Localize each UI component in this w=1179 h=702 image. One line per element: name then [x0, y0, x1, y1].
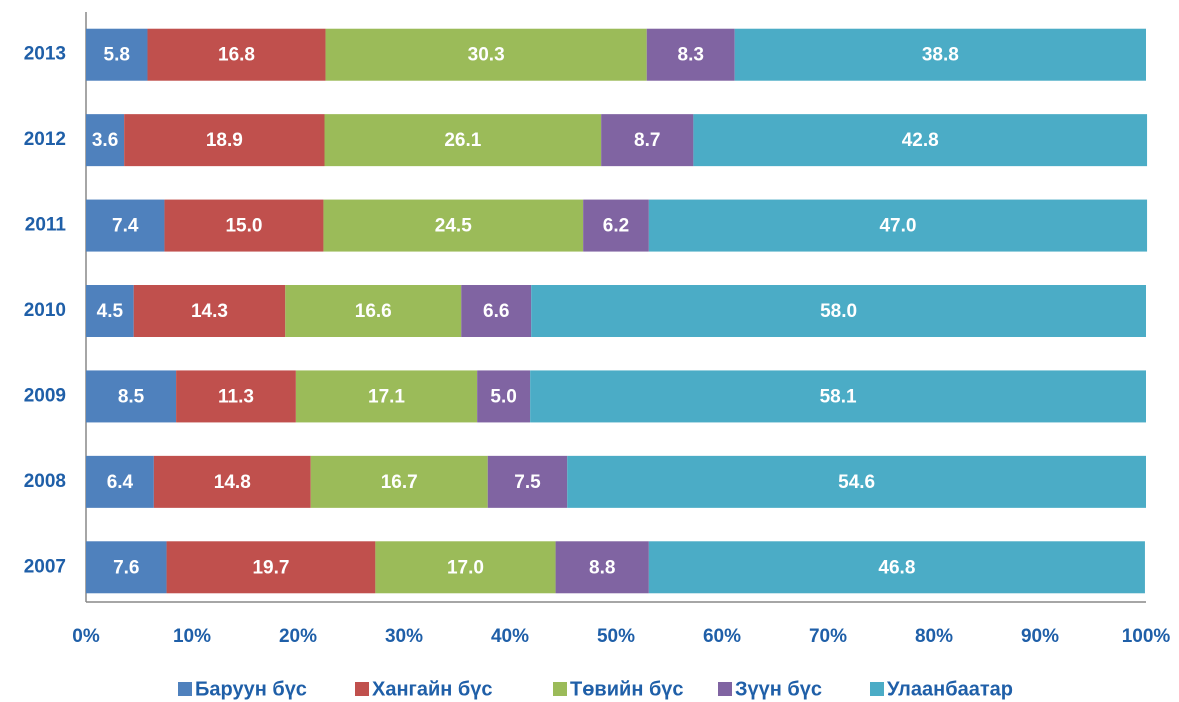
bar-segment [124, 114, 325, 167]
data-label: 5.0 [490, 386, 516, 407]
x-tick-label: 80% [915, 626, 953, 647]
y-tick-label: 2013 [24, 44, 66, 65]
data-label: 17.1 [368, 386, 405, 407]
bar-segment [583, 199, 649, 252]
data-label: 46.8 [878, 557, 915, 578]
bar-segment [325, 28, 647, 81]
bar-segment [147, 28, 326, 81]
data-label: 26.1 [444, 130, 481, 151]
data-label: 24.5 [435, 216, 472, 237]
data-label: 15.0 [225, 216, 262, 237]
legend-swatch [553, 682, 567, 696]
data-label: 6.4 [107, 472, 134, 493]
bar-segment [734, 28, 1146, 81]
x-tick-label: 60% [703, 626, 741, 647]
data-label: 4.5 [97, 301, 124, 322]
data-label: 6.6 [483, 301, 509, 322]
data-label: 6.2 [603, 216, 629, 237]
data-label: 5.8 [104, 45, 130, 66]
bar-segment [86, 114, 125, 167]
data-label: 16.7 [381, 472, 418, 493]
y-tick-label: 2010 [24, 300, 66, 321]
bar-segment [310, 455, 488, 508]
x-tick-label: 100% [1122, 626, 1171, 647]
data-label: 18.9 [206, 130, 243, 151]
legend-swatch [870, 682, 884, 696]
data-label: 14.3 [191, 301, 228, 322]
bar-segment [555, 541, 649, 594]
y-tick-label: 2011 [25, 215, 67, 236]
bar-segment [153, 455, 311, 508]
bar-segment [323, 199, 584, 252]
bar-segment [164, 199, 324, 252]
bar-segment [487, 455, 568, 508]
data-label: 19.7 [252, 557, 289, 578]
data-label: 8.5 [118, 386, 145, 407]
bar-segment [531, 285, 1146, 337]
legend-label: Зүүн бүс [735, 678, 822, 700]
bar-segment [693, 114, 1148, 167]
y-tick-label: 2009 [24, 385, 66, 406]
y-tick-label: 2007 [24, 556, 66, 577]
data-label: 7.6 [113, 557, 139, 578]
bar-segment [648, 199, 1148, 252]
legend-label: Баруун бүс [195, 678, 307, 700]
x-tick-label: 50% [597, 626, 635, 647]
x-tick-label: 10% [173, 626, 211, 647]
data-label: 47.0 [879, 216, 916, 237]
data-label: 58.0 [820, 301, 857, 322]
x-tick-label: 40% [491, 626, 529, 647]
bar-segment [530, 370, 1146, 423]
legend-swatch [178, 682, 192, 696]
bar-segment [86, 199, 165, 252]
x-tick-label: 90% [1021, 626, 1059, 647]
bar-segment [285, 285, 462, 337]
data-label: 54.6 [838, 472, 875, 493]
data-label: 17.0 [447, 557, 484, 578]
data-label: 8.7 [634, 130, 660, 151]
data-label: 11.3 [218, 386, 254, 407]
data-label: 14.8 [214, 472, 251, 493]
bar-segment [648, 541, 1145, 594]
data-label: 38.8 [922, 45, 959, 66]
bar-segment [166, 541, 376, 594]
bar-segment [86, 455, 154, 508]
x-tick-label: 0% [72, 626, 100, 647]
data-label: 3.6 [92, 130, 118, 151]
data-label: 42.8 [902, 130, 939, 151]
data-label: 16.8 [218, 45, 255, 66]
bar-segment [375, 541, 556, 594]
legend-label: Улаанбаатар [887, 678, 1013, 700]
data-label: 8.3 [678, 45, 704, 66]
y-tick-label: 2008 [24, 471, 66, 492]
legend-label: Төвийн бүс [570, 678, 684, 700]
bar-segment [86, 285, 134, 337]
bar-segment [133, 285, 286, 337]
data-label: 58.1 [820, 386, 857, 407]
data-label: 30.3 [468, 45, 505, 66]
bar-segment [646, 28, 735, 81]
data-label: 7.5 [514, 472, 541, 493]
bar-segment [567, 455, 1146, 508]
legend-label: Хангайн бүс [372, 678, 493, 700]
legend-swatch [718, 682, 732, 696]
bar-segment [86, 370, 177, 423]
bar-segment [86, 541, 167, 594]
data-label: 7.4 [112, 216, 139, 237]
legend-swatch [355, 682, 369, 696]
bar-segment [324, 114, 602, 167]
y-tick-label: 2012 [24, 129, 66, 150]
bar-segment [86, 28, 148, 81]
bar-segment [601, 114, 694, 167]
data-label: 16.6 [355, 301, 392, 322]
bar-segment [477, 370, 531, 423]
x-tick-label: 70% [809, 626, 847, 647]
x-tick-label: 20% [279, 626, 317, 647]
data-label: 8.8 [589, 557, 615, 578]
bar-segment [295, 370, 478, 423]
x-tick-label: 30% [385, 626, 423, 647]
bar-segment [176, 370, 296, 423]
bar-segment [461, 285, 532, 337]
